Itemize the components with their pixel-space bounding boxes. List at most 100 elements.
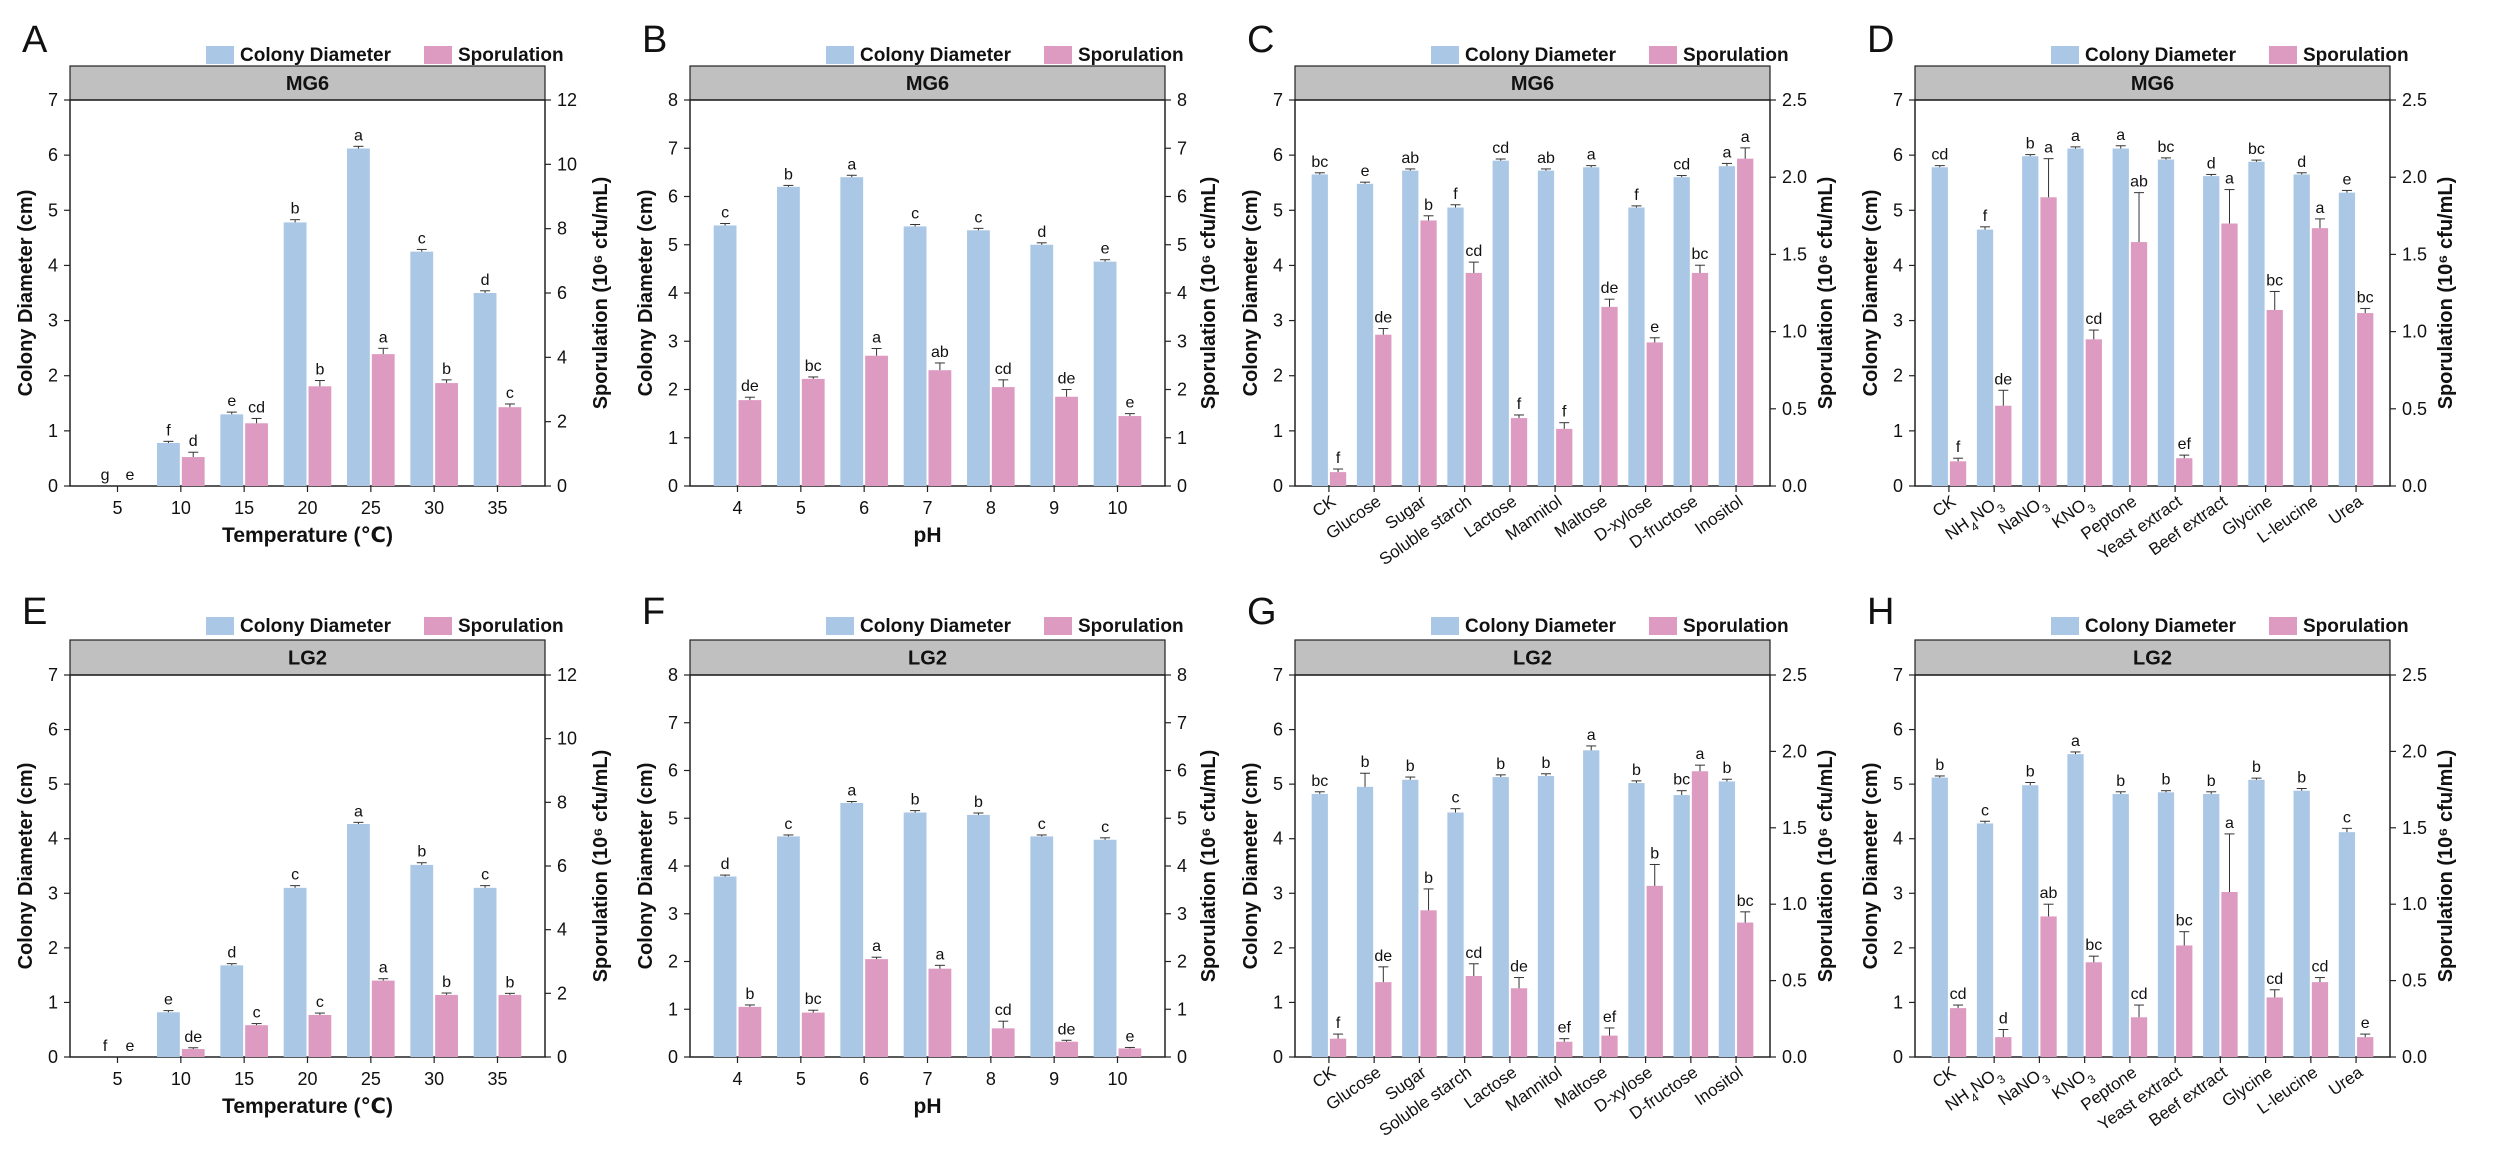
- sig-letter: a: [2044, 140, 2053, 157]
- sig-letter: a: [354, 127, 363, 144]
- sig-letter: d: [721, 856, 730, 873]
- left-tick-label: 2: [668, 952, 678, 972]
- right-tick-label: 1: [1177, 428, 1187, 448]
- sig-letter: de: [1510, 959, 1528, 976]
- right-tick-label: 2.0: [2402, 741, 2427, 761]
- sig-letter: b: [974, 794, 983, 811]
- x-axis-title: pH: [914, 1095, 942, 1118]
- bar-colony-diameter: [1492, 160, 1509, 486]
- right-tick-label: 2.5: [2402, 90, 2427, 110]
- left-tick-label: 3: [1273, 883, 1283, 903]
- sig-letter: b: [1406, 758, 1415, 775]
- panel-letter: G: [1247, 591, 1277, 633]
- bar-sporulation: [1995, 405, 2012, 486]
- legend-label-sporulation: Sporulation: [2303, 45, 2409, 66]
- bar-sporulation: [865, 959, 888, 1057]
- sig-letter: f: [103, 1038, 108, 1055]
- sig-letter: ab: [2130, 174, 2148, 191]
- left-tick-label: 1: [1893, 421, 1903, 441]
- sig-letter: de: [184, 1029, 202, 1046]
- bar-sporulation: [1949, 461, 1967, 486]
- sig-letter: bc: [1673, 772, 1690, 789]
- left-tick-label: 2: [48, 938, 58, 958]
- left-tick-label: 5: [1893, 200, 1903, 220]
- left-tick-label: 0: [1893, 476, 1903, 496]
- sig-letter: b: [1650, 845, 1659, 862]
- panel-g: G Colony Diameter Sporulation LG2 0 1 2 3 4 5 6 7 0.…: [1240, 591, 1837, 1140]
- sig-letter: bc: [805, 358, 822, 375]
- sig-letter: f: [1336, 450, 1341, 467]
- x-axis-title: pH: [914, 524, 942, 547]
- right-tick-label: 5: [1177, 235, 1187, 255]
- plot-frame: [1294, 99, 1771, 487]
- bar-sporulation: [1691, 771, 1709, 1057]
- y-axis-title: Colony Diameter (cm): [15, 763, 37, 970]
- legend-label-diameter: Colony Diameter: [860, 45, 1012, 66]
- right-tick-label: 0.0: [1782, 1047, 1807, 1067]
- legend-swatch-diameter: [206, 46, 234, 64]
- legend-label-diameter: Colony Diameter: [2085, 45, 2237, 66]
- left-tick-label: 7: [1273, 665, 1283, 685]
- x-tick-label: 15: [234, 1069, 254, 1089]
- x-axis-title: Temperature (℃): [222, 524, 393, 547]
- sig-letter: b: [1424, 197, 1433, 214]
- x-tick-label: 10: [171, 1069, 191, 1089]
- bar-colony-diameter: [2203, 793, 2220, 1057]
- sig-letter: cd: [995, 1002, 1012, 1019]
- sig-letter: a: [2116, 127, 2125, 144]
- legend-label-sporulation: Sporulation: [458, 616, 564, 637]
- bar-colony-diameter: [2067, 148, 2084, 487]
- sig-letter: e: [1101, 241, 1110, 258]
- sig-letter: a: [2225, 171, 2234, 188]
- left-tick-label: 6: [48, 145, 58, 165]
- sig-letter: b: [505, 974, 514, 991]
- sig-letter: e: [2361, 1015, 2370, 1032]
- y2-axis-title: Sporulation (10⁶ cfu/mL): [1198, 750, 1220, 983]
- legend-swatch-diameter: [1431, 46, 1459, 64]
- sig-letter: b: [315, 361, 324, 378]
- left-tick-label: 5: [668, 808, 678, 828]
- sig-letter: f: [1336, 1015, 1341, 1032]
- right-tick-label: 0.0: [2402, 476, 2427, 496]
- left-tick-label: 0: [668, 476, 678, 496]
- sig-letter: a: [935, 946, 944, 963]
- sig-letter: b: [2026, 764, 2035, 781]
- right-tick-label: 4: [557, 347, 567, 367]
- sig-letter: d: [227, 945, 236, 962]
- bar-sporulation: [181, 457, 205, 486]
- right-tick-label: 8: [1177, 665, 1187, 685]
- bar-colony-diameter: [410, 864, 434, 1057]
- right-tick-label: 7: [1177, 138, 1187, 158]
- left-tick-label: 2: [668, 380, 678, 400]
- bar-sporulation: [1646, 342, 1663, 486]
- right-tick-label: 12: [557, 665, 577, 685]
- bar-colony-diameter: [1583, 750, 1600, 1057]
- left-tick-label: 4: [668, 856, 678, 876]
- bar-sporulation: [928, 370, 952, 486]
- left-tick-label: 6: [1273, 145, 1283, 165]
- sig-letter: ab: [1401, 150, 1419, 167]
- left-tick-label: 5: [1273, 774, 1283, 794]
- bar-colony-diameter: [1447, 812, 1464, 1057]
- right-tick-label: 6: [1177, 187, 1187, 207]
- left-tick-label: 6: [1893, 720, 1903, 740]
- x-tick-label: 35: [487, 1069, 507, 1089]
- panel-b: B Colony Diameter Sporulation MG6 0 1 2 3 4 5 6 7 8 0…: [635, 19, 1220, 547]
- sig-letter: de: [1601, 280, 1619, 297]
- left-tick-label: 5: [1893, 774, 1903, 794]
- sig-letter: cd: [995, 361, 1012, 378]
- bar-colony-diameter: [283, 222, 307, 486]
- strain-strip: [1914, 65, 2391, 101]
- y-axis-title: Colony Diameter (cm): [635, 190, 657, 397]
- bar-colony-diameter: [713, 876, 737, 1057]
- bar-colony-diameter: [1718, 166, 1736, 486]
- bar-sporulation: [1691, 272, 1709, 486]
- right-tick-label: 2.0: [2402, 167, 2427, 187]
- sig-letter: bc: [2085, 937, 2102, 954]
- left-tick-label: 3: [668, 331, 678, 351]
- x-tick-label: 20: [297, 1069, 317, 1089]
- bar-sporulation: [2357, 1037, 2374, 1057]
- bar-colony-diameter: [2022, 156, 2039, 486]
- legend-label-sporulation: Sporulation: [458, 45, 564, 66]
- bar-colony-diameter: [410, 251, 434, 486]
